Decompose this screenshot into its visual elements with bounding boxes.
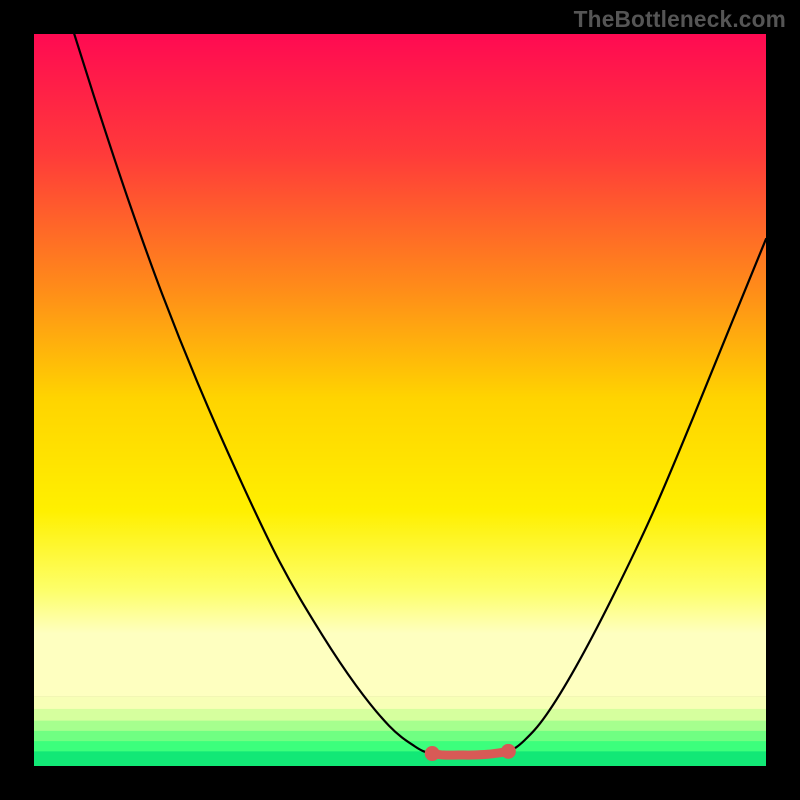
gradient-background — [34, 34, 766, 696]
plot-area — [34, 34, 766, 766]
band-5 — [34, 751, 766, 766]
plot-svg — [34, 34, 766, 766]
highlight-start-marker — [425, 746, 440, 761]
highlight-end-marker — [501, 744, 516, 759]
band-0 — [34, 696, 766, 709]
band-2 — [34, 721, 766, 732]
band-4 — [34, 741, 766, 752]
chart-root: TheBottleneck.com — [0, 0, 800, 800]
watermark-label: TheBottleneck.com — [574, 6, 786, 33]
highlight-segment — [432, 751, 508, 755]
band-1 — [34, 709, 766, 721]
